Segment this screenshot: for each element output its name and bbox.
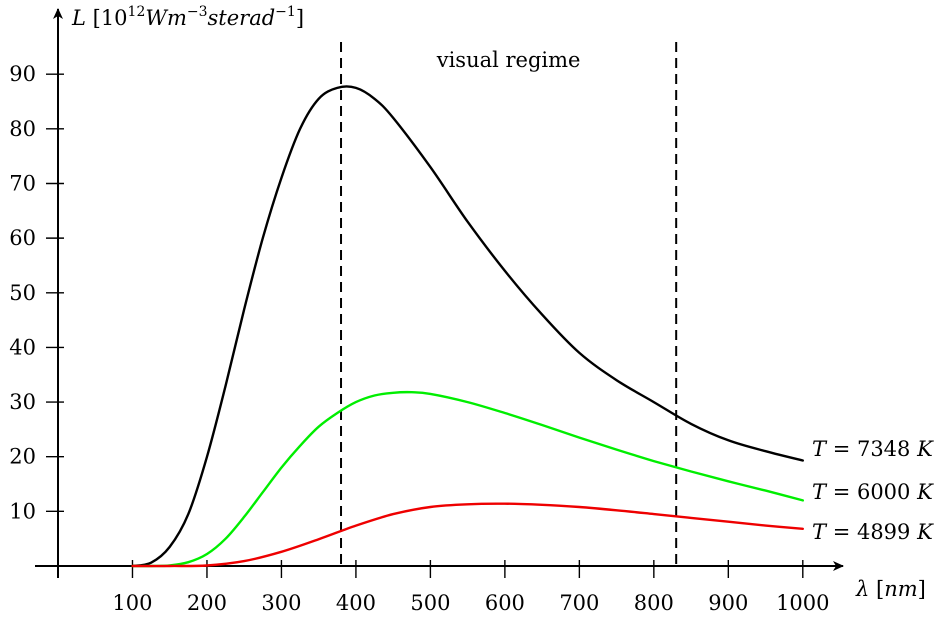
x-tick-label-500: 500 bbox=[410, 591, 450, 615]
y-tick-label-80: 80 bbox=[9, 117, 36, 141]
x-tick-label-400: 400 bbox=[336, 591, 376, 615]
curve-series-1 bbox=[131, 85, 804, 568]
y-axis-label: L [1012Wm−3sterad−1] bbox=[71, 4, 304, 30]
y-tick-label-30: 30 bbox=[9, 390, 36, 414]
series-label-1: T = 7348 K bbox=[812, 437, 934, 461]
x-tick-label-200: 200 bbox=[187, 591, 227, 615]
x-tick-label-800: 800 bbox=[634, 591, 674, 615]
series-label-2: T = 6000 K bbox=[812, 480, 934, 504]
x-tick-label-700: 700 bbox=[559, 591, 599, 615]
x-tick-label-900: 900 bbox=[708, 591, 748, 615]
x-tick-label-100: 100 bbox=[112, 591, 152, 615]
x-axis-label: λ [nm] bbox=[855, 577, 926, 601]
series-label-3: T = 4899 K bbox=[812, 520, 934, 544]
x-tick-label-600: 600 bbox=[485, 591, 525, 615]
x-ticks: 100 200 300 400 500 600 700 800 900 1000 bbox=[112, 560, 830, 615]
y-tick-label-20: 20 bbox=[9, 445, 36, 469]
curve-series-3 bbox=[131, 502, 804, 568]
y-tick-label-60: 60 bbox=[9, 226, 36, 250]
curves bbox=[131, 85, 804, 568]
y-tick-label-50: 50 bbox=[9, 281, 36, 305]
y-tick-label-10: 10 bbox=[9, 499, 36, 523]
x-tick-label-300: 300 bbox=[261, 591, 301, 615]
curve-series-2 bbox=[131, 390, 804, 568]
series-labels: T = 7348 K T = 6000 K T = 4899 K bbox=[812, 437, 934, 544]
y-tick-label-90: 90 bbox=[9, 62, 36, 86]
y-ticks: 10 20 30 40 50 60 70 80 90 bbox=[9, 62, 64, 523]
x-tick-label-1000: 1000 bbox=[776, 591, 829, 615]
y-tick-label-40: 40 bbox=[9, 335, 36, 359]
y-tick-label-70: 70 bbox=[9, 171, 36, 195]
visual-regime-label: visual regime bbox=[436, 48, 581, 72]
